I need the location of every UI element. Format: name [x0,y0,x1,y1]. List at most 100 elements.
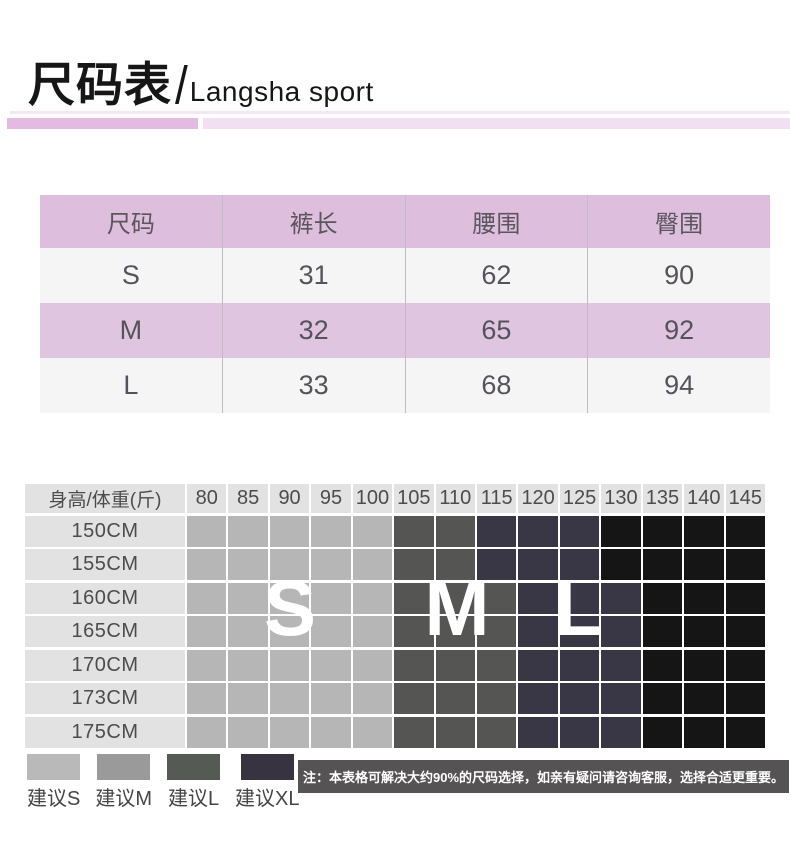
grid-size-cell-xl [725,649,765,681]
grid-size-cell-xl [725,549,765,580]
grid-size-cell-s [187,616,227,647]
page-title-english: Langsha sport [189,76,374,107]
grid-size-cell-l [476,549,517,580]
grid-size-cell-s [269,683,310,714]
grid-size-cell-s [311,515,351,547]
grid-size-cell-s [269,515,310,547]
grid-size-cell-m [476,683,517,714]
grid-size-cell-s [352,649,393,681]
size-table-value-cell: 90 [587,248,770,303]
grid-size-cell-s [228,549,268,580]
grid-size-cell-xl [642,649,683,681]
grid-size-cell-xl [601,515,641,547]
weight-header-cell: 135 [642,484,683,513]
grid-size-cell-s [187,649,227,681]
grid-size-cell-m [394,683,434,714]
size-table: 尺码 裤长 腰围 臀围 S 31 62 90 M 32 65 92 L 33 68 94 [40,195,770,413]
grid-size-cell-s [311,616,351,647]
grid-size-cell-l [559,616,600,647]
weight-header-cell: 130 [601,484,641,513]
grid-size-cell-s [228,649,268,681]
size-table-row: S 31 62 90 [40,248,770,303]
grid-size-cell-s [352,683,393,714]
grid-size-cell-xl [725,683,765,714]
grid-size-cell-xl [684,515,724,547]
grid-size-cell-s [269,649,310,681]
grid-size-cell-l [559,683,600,714]
grid-size-cell-s [228,683,268,714]
grid-size-cell-xl [684,649,724,681]
grid-size-cell-l [518,683,558,714]
grid-size-cell-s [352,582,393,614]
grid-corner-label: 身高/体重(斤) [25,484,185,513]
grid-size-cell-m [476,649,517,681]
height-label-cell: 150CM [25,515,185,547]
note-box: 注：本表格可解决大约90%的尺码选择，如亲有疑问请咨询客服，选择合适更重要。 [298,760,789,793]
grid-size-cell-xl [601,549,641,580]
grid-size-cell-xl [725,716,765,748]
grid-size-cell-l [559,582,600,614]
legend-item: 建议S [27,754,80,811]
grid-size-cell-s [187,582,227,614]
grid-size-cell-m [394,582,434,614]
title-underline-accent-bar [7,118,198,129]
weight-header-cell: 80 [187,484,227,513]
grid-size-cell-s [352,515,393,547]
size-table-value-cell: 68 [404,358,588,413]
title-underline-light-bar [203,118,790,129]
grid-size-cell-xl [725,515,765,547]
grid-size-cell-s [269,549,310,580]
page-title: 尺码表 / Langsha sport [28,46,374,115]
grid-size-cell-s [187,716,227,748]
grid-size-cell-s [187,515,227,547]
height-label-cell: 155CM [25,549,185,580]
grid-size-cell-l [601,649,641,681]
note-text: 注：本表格可解决大约90%的尺码选择，如亲有疑问请咨询客服，选择合适更重要。 [302,770,785,785]
title-slash: / [175,55,188,115]
legend-label: 建议M [95,788,153,810]
grid-size-cell-l [601,683,641,714]
grid-size-cell-s [228,515,268,547]
size-table-value-cell: 32 [221,303,405,358]
legend-item: 建议M [95,754,152,811]
grid-size-cell-s [187,683,227,714]
height-label-cell: 170CM [25,649,185,681]
grid-size-cell-l [518,716,558,748]
grid-size-cell-m [476,616,517,647]
height-label-cell: 173CM [25,683,185,714]
grid-size-cell-m [435,649,475,681]
legend-swatch [97,754,151,780]
size-table-row: M 32 65 92 [40,303,770,358]
grid-size-cell-l [476,515,517,547]
height-weight-grid: 身高/体重(斤) 80 85 90 95 100 105 110 115 120 125 130 135… [25,484,765,748]
legend-label: 建议L [167,788,220,810]
grid-size-cell-s [228,716,268,748]
legend-item: 建议XL [235,754,299,811]
grid-size-cell-xl [725,582,765,614]
grid-size-cell-m [394,649,434,681]
grid-size-cell-l [559,515,600,547]
grid-size-cell-s [311,649,351,681]
size-legend: 建议S 建议M 建议L 建议XL [27,754,299,811]
grid-size-cell-m [394,515,434,547]
weight-header-cell: 105 [394,484,434,513]
grid-size-cell-m [435,549,475,580]
size-table-value-cell: 94 [587,358,770,413]
grid-size-cell-xl [684,616,724,647]
size-table-value-cell: 33 [221,358,405,413]
grid-size-cell-m [435,582,475,614]
legend-swatch [167,754,221,780]
size-table-header-cell: 尺码 [106,211,155,238]
grid-size-cell-s [187,549,227,580]
size-table-value-cell: 92 [587,303,770,358]
grid-size-cell-s [228,582,268,614]
grid-size-cell-l [601,716,641,748]
title-underline-thin [10,111,790,114]
weight-header-cell: 110 [435,484,475,513]
grid-size-cell-m [394,616,434,647]
grid-size-cell-s [311,683,351,714]
grid-size-cell-m [394,549,434,580]
grid-size-cell-m [435,515,475,547]
size-table-header-cell: 臀围 [587,195,770,248]
